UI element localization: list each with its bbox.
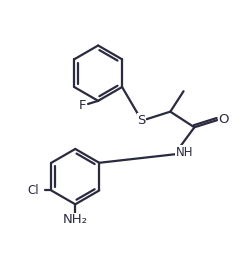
Text: F: F — [78, 99, 86, 112]
Text: NH₂: NH₂ — [63, 213, 88, 226]
Text: NH: NH — [175, 145, 193, 159]
Text: O: O — [219, 113, 229, 126]
Text: S: S — [137, 114, 146, 127]
Text: Cl: Cl — [28, 184, 39, 197]
